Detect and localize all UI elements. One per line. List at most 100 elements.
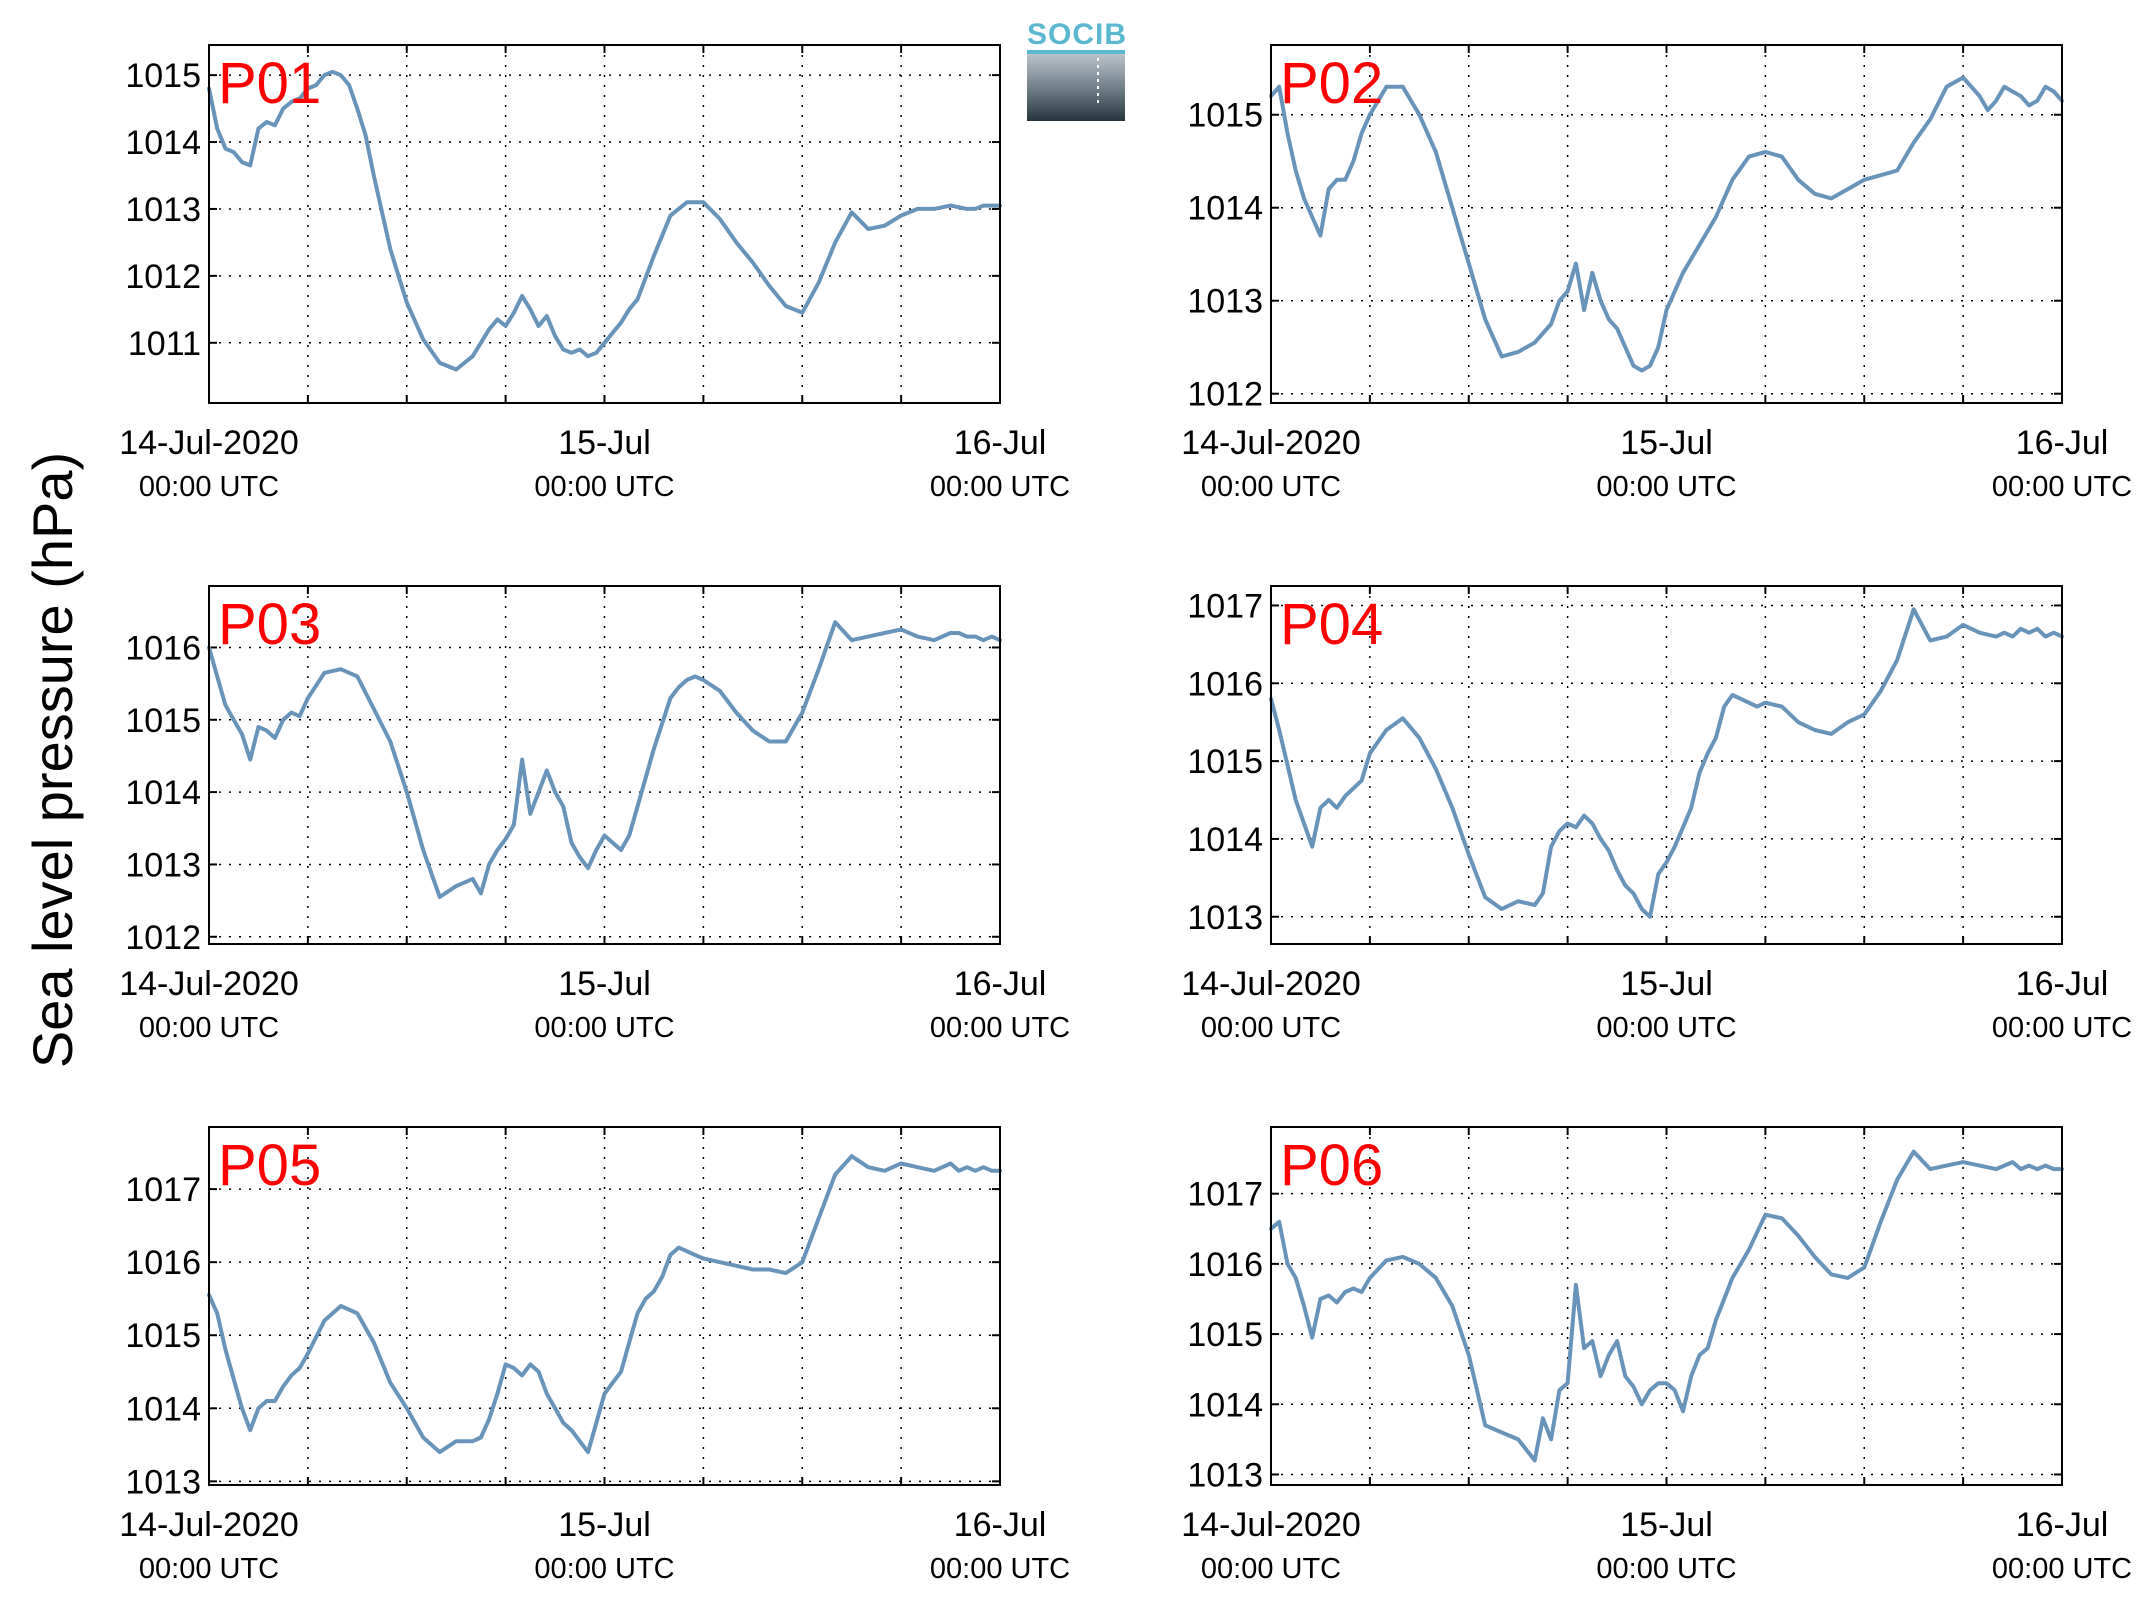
x-tick-label-date: 14-Jul-2020 xyxy=(119,1506,299,1544)
x-tick-label-date: 15-Jul xyxy=(1620,424,1713,462)
socib-logo: SOCIB xyxy=(1027,18,1127,121)
x-tick-label-time: 00:00 UTC xyxy=(534,1553,674,1585)
axes-frame xyxy=(1270,44,2063,404)
x-tick-label-time: 00:00 UTC xyxy=(139,471,279,503)
y-tick-label: 1014 xyxy=(125,1390,201,1428)
y-tick-label: 1016 xyxy=(125,629,201,667)
x-tick-label-date: 15-Jul xyxy=(558,424,651,462)
axes-frame xyxy=(208,585,1001,945)
x-tick-label-time: 00:00 UTC xyxy=(534,1012,674,1044)
y-tick-label: 1016 xyxy=(1187,665,1263,703)
panel-label: P06 xyxy=(1280,1133,1383,1198)
axes-frame xyxy=(1270,1126,2063,1486)
x-tick-label-date: 14-Jul-2020 xyxy=(119,965,299,1003)
logo-mark xyxy=(1027,50,1125,121)
x-tick-label-date: 16-Jul xyxy=(2016,424,2109,462)
x-tick-label-time: 00:00 UTC xyxy=(1201,1012,1341,1044)
panel-label: P02 xyxy=(1280,51,1383,116)
y-tick-label: 1015 xyxy=(125,702,201,740)
y-tick-label: 1013 xyxy=(125,1463,201,1501)
x-tick-label-date: 14-Jul-2020 xyxy=(119,424,299,462)
y-tick-label: 1014 xyxy=(125,774,201,812)
x-tick-label-time: 00:00 UTC xyxy=(1596,1012,1736,1044)
x-tick-label-date: 16-Jul xyxy=(954,1506,1047,1544)
y-tick-label: 1015 xyxy=(1187,743,1263,781)
x-tick-label-time: 00:00 UTC xyxy=(1201,1553,1341,1585)
y-tick-label: 1015 xyxy=(125,57,201,95)
y-tick-label: 1012 xyxy=(125,919,201,957)
y-tick-label: 1013 xyxy=(125,846,201,884)
x-tick-label-date: 15-Jul xyxy=(1620,965,1713,1003)
x-tick-label-date: 14-Jul-2020 xyxy=(1181,965,1361,1003)
y-tick-label: 1012 xyxy=(125,258,201,296)
plot-area xyxy=(1271,1127,2062,1485)
panel-p02: 1012 1013 1014 1015 14-Jul-2020 00:00 UTC 15-J… xyxy=(1181,44,2132,503)
pressure-series-line xyxy=(207,620,1002,899)
x-tick-label-date: 15-Jul xyxy=(1620,1506,1713,1544)
pressure-series-line xyxy=(207,1154,1002,1455)
plot-area xyxy=(1271,586,2062,944)
x-tick-label-date: 15-Jul xyxy=(558,1506,651,1544)
x-tick-label-time: 00:00 UTC xyxy=(930,1553,1070,1585)
x-tick-label-time: 00:00 UTC xyxy=(1201,471,1341,503)
plot-area xyxy=(209,586,1000,944)
y-tick-label: 1016 xyxy=(125,1244,201,1282)
panel-p05: 1013 1014 1015 1016 1017 14-Jul-2020 00:00 UTC… xyxy=(119,1126,1070,1585)
x-tick-label-time: 00:00 UTC xyxy=(139,1553,279,1585)
y-tick-label: 1017 xyxy=(1187,587,1263,625)
y-tick-label: 1013 xyxy=(1187,283,1263,321)
axes-frame xyxy=(208,1126,1001,1486)
panel-p06: 1013 1014 1015 1016 1017 14-Jul-2020 00:00 UTC… xyxy=(1181,1126,2132,1585)
y-tick-label: 1013 xyxy=(1187,899,1263,937)
x-tick-label-date: 16-Jul xyxy=(954,965,1047,1003)
panel-p01: 1011 1012 1013 1014 1015 14-Jul-2020 00:00 UTC… xyxy=(119,44,1070,503)
pressure-series-line xyxy=(207,69,1002,372)
y-tick-label: 1011 xyxy=(128,325,201,363)
y-tick-label: 1014 xyxy=(1187,821,1263,859)
y-tick-label: 1016 xyxy=(1187,1246,1263,1284)
x-tick-label-date: 16-Jul xyxy=(2016,965,2109,1003)
x-tick-label-time: 00:00 UTC xyxy=(930,1012,1070,1044)
panel-label: P04 xyxy=(1280,592,1383,657)
panel-label: P05 xyxy=(218,1133,321,1198)
x-tick-label-time: 00:00 UTC xyxy=(1992,471,2132,503)
x-tick-label-time: 00:00 UTC xyxy=(930,471,1070,503)
y-tick-label: 1013 xyxy=(125,191,201,229)
pressure-series-line xyxy=(1269,607,2064,919)
axes-frame xyxy=(208,44,1001,404)
x-tick-label-date: 15-Jul xyxy=(558,965,651,1003)
logo-text: SOCIB xyxy=(1027,18,1127,51)
panel-p04: 1013 1014 1015 1016 1017 14-Jul-2020 00:00 UTC… xyxy=(1181,585,2132,1044)
pressure-series-line xyxy=(1269,1149,2064,1463)
y-tick-label: 1012 xyxy=(1187,376,1263,414)
y-tick-label: 1014 xyxy=(1187,1386,1263,1424)
panel-label: P03 xyxy=(218,592,321,657)
y-tick-label: 1015 xyxy=(1187,1316,1263,1354)
x-tick-label-time: 00:00 UTC xyxy=(1596,1553,1736,1585)
plot-area xyxy=(1271,45,2062,403)
x-tick-label-time: 00:00 UTC xyxy=(1596,471,1736,503)
y-tick-label: 1014 xyxy=(1187,190,1263,228)
y-tick-label: 1013 xyxy=(1187,1456,1263,1494)
x-tick-label-time: 00:00 UTC xyxy=(1992,1012,2132,1044)
y-tick-label: 1014 xyxy=(125,124,201,162)
logo-water-line xyxy=(1027,50,1125,54)
axes-frame xyxy=(1270,585,2063,945)
x-tick-label-date: 14-Jul-2020 xyxy=(1181,424,1361,462)
x-tick-label-date: 16-Jul xyxy=(2016,1506,2109,1544)
y-tick-label: 1017 xyxy=(1187,1176,1263,1214)
y-axis-title: Sea level pressure (hPa) xyxy=(21,452,84,1068)
x-tick-label-date: 16-Jul xyxy=(954,424,1047,462)
x-tick-label-time: 00:00 UTC xyxy=(1992,1553,2132,1585)
panel-p03: 1012 1013 1014 1015 1016 14-Jul-2020 00:00 UTC… xyxy=(119,585,1070,1044)
pressure-series-line xyxy=(1269,75,2064,373)
plot-area xyxy=(209,1127,1000,1485)
x-tick-label-time: 00:00 UTC xyxy=(139,1012,279,1044)
plot-area xyxy=(209,45,1000,403)
x-tick-label-date: 14-Jul-2020 xyxy=(1181,1506,1361,1544)
y-tick-label: 1017 xyxy=(125,1171,201,1209)
x-tick-label-time: 00:00 UTC xyxy=(534,471,674,503)
y-tick-label: 1015 xyxy=(125,1317,201,1355)
panel-label: P01 xyxy=(218,51,321,116)
